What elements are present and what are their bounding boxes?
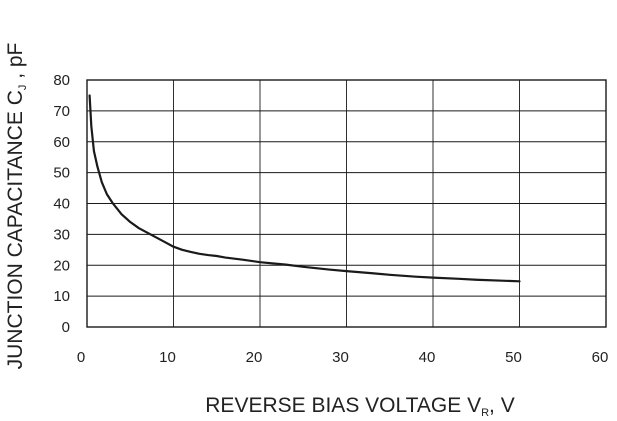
capacitance-curve [88, 94, 521, 283]
x-tick-labels: 0 10 20 30 40 50 60 [77, 349, 609, 366]
y-tick-label: 40 [53, 196, 70, 213]
x-tick-label: 50 [505, 349, 522, 366]
x-tick-label: 30 [332, 349, 349, 366]
x-tick-label: 0 [77, 349, 85, 366]
x-tick-label: 20 [246, 349, 263, 366]
y-tick-label: 50 [53, 165, 70, 182]
y-tick-label: 80 [53, 72, 70, 89]
plot-frame [86, 79, 607, 328]
y-tick-label: 60 [53, 134, 70, 151]
x-tick-label: 10 [159, 349, 176, 366]
y-tick-label: 20 [53, 257, 70, 274]
x-axis-label: REVERSE BIAS VOLTAGE VR, V [205, 394, 514, 419]
grid-lines [87, 80, 606, 327]
x-tick-label: 60 [592, 349, 609, 366]
y-tick-label: 10 [53, 288, 70, 305]
y-tick-label: 30 [53, 226, 70, 243]
x-tick-label: 40 [419, 349, 436, 366]
y-axis-label: JUNCTION CAPACITANCE CJ , pF [4, 43, 29, 370]
y-tick-label: 70 [53, 103, 70, 120]
y-tick-labels: 0 10 20 30 40 50 60 70 80 [53, 72, 70, 336]
y-tick-label: 0 [62, 319, 70, 336]
